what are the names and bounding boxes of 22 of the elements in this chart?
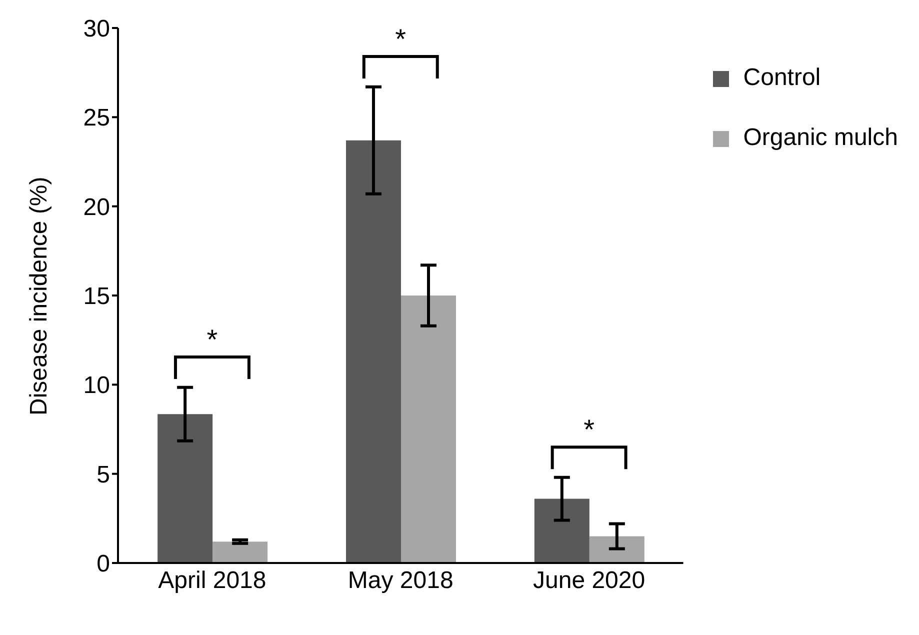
x-tick-label: April 2018 [158, 567, 266, 594]
legend-label: Organic mulch [743, 124, 898, 151]
x-tick-label: June 2020 [533, 567, 646, 594]
bar [212, 542, 268, 563]
y-tick-label: 5 [96, 461, 110, 488]
y-axis-title: Disease incidence (%) [26, 176, 53, 416]
annotation: * [395, 24, 406, 55]
y-tick-label: 15 [83, 283, 110, 310]
x-tick-label: May 2018 [348, 567, 454, 594]
bar [158, 414, 213, 563]
y-tick-label: 30 [83, 16, 110, 43]
bar [589, 536, 644, 563]
annotation: * [584, 414, 595, 446]
bar [534, 498, 590, 563]
bar [346, 140, 401, 563]
legend-label: Control [743, 64, 821, 91]
bar [400, 296, 456, 563]
y-tick-label: 20 [83, 194, 110, 221]
y-tick-label: 10 [83, 372, 110, 400]
y-tick-label: 0 [96, 550, 110, 578]
annotation: * [206, 324, 218, 356]
y-tick-label: 25 [83, 104, 110, 132]
